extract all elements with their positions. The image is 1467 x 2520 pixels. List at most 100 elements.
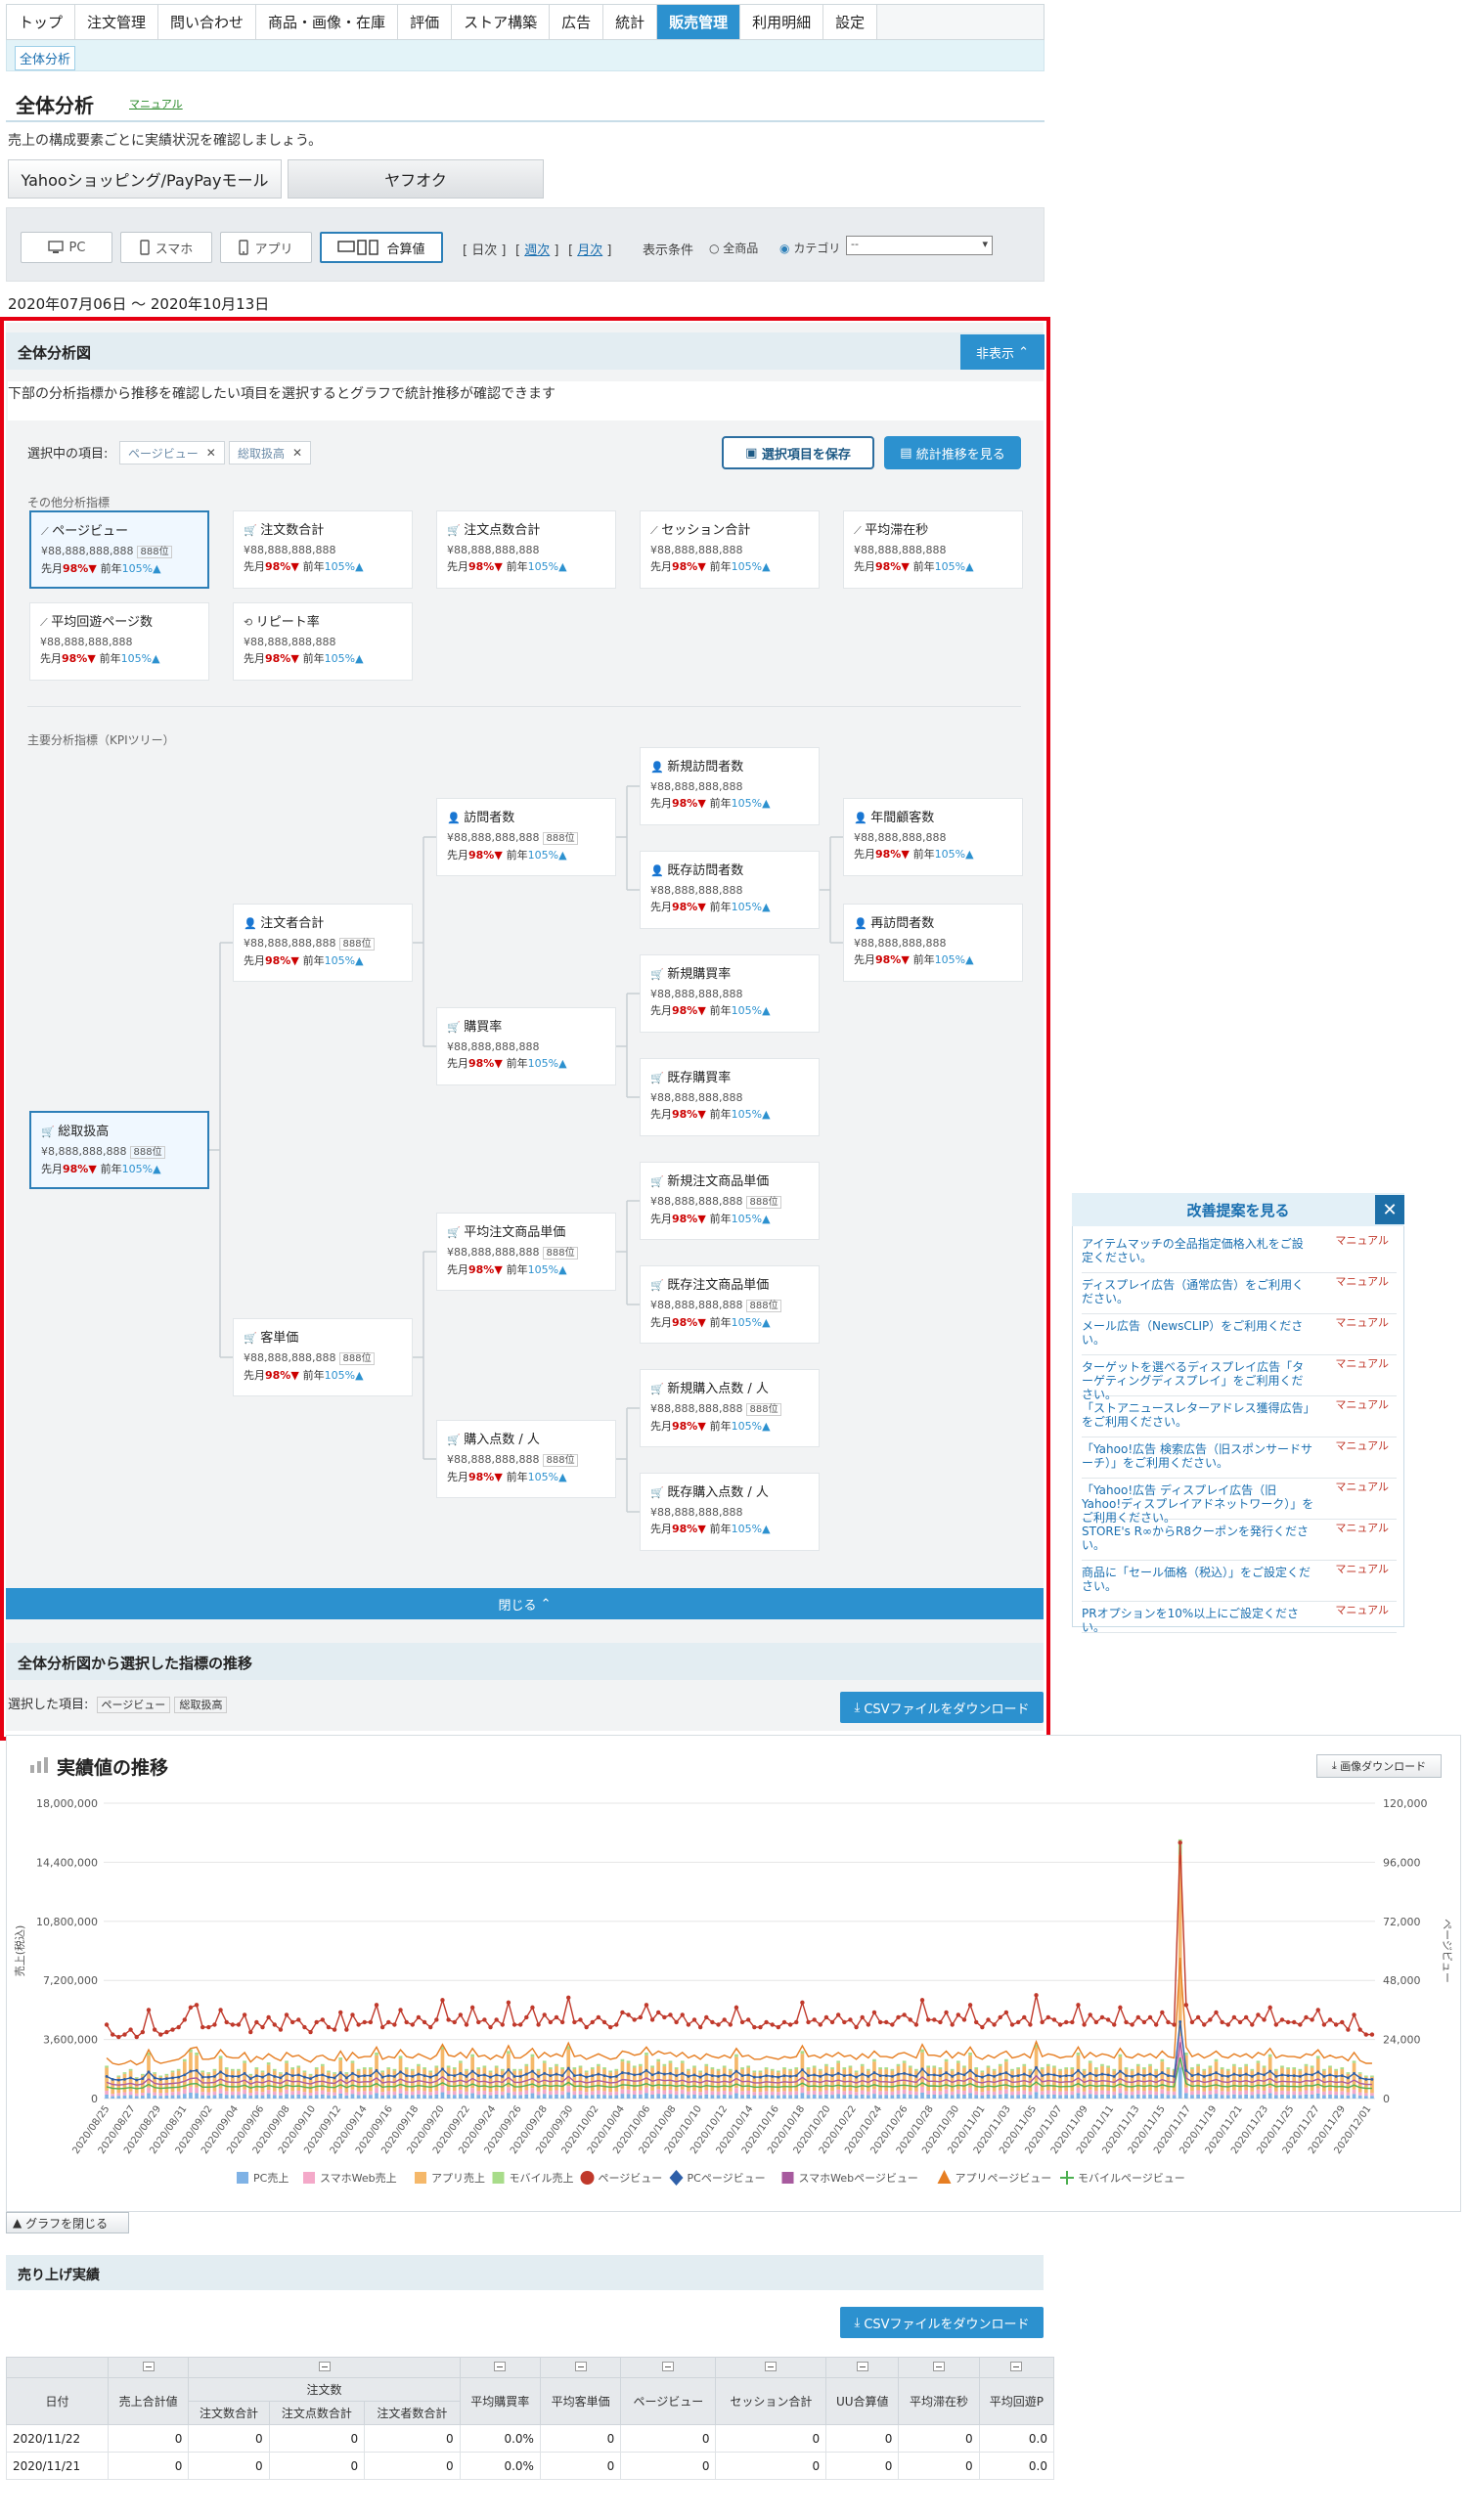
manual-link[interactable]: マニュアル [129,98,183,111]
legend-label[interactable]: スマホWebページビュー [799,2172,918,2185]
close-panel-button[interactable]: 閉じる ⌃ [6,1588,1044,1619]
legend-label[interactable]: アプリ売上 [431,2172,485,2185]
metric-card[interactable]: 👤 新規訪問者数 ¥88,888,888,888 先月98%▼ 前年105%▲ [640,747,820,825]
metric-card[interactable]: ⟲ リピート率 ¥88,888,888,888 先月98%▼ 前年105%▲ [233,602,413,681]
legend-label[interactable]: モバイルページビュー [1078,2172,1185,2185]
device-smartphone-button[interactable]: スマホ [120,232,212,263]
metric-card[interactable]: 🛒 新規購買率 ¥88,888,888,888 先月98%▼ 前年105%▲ [640,954,820,1033]
device-pc-button[interactable]: PC [21,232,112,263]
condition-category-radio[interactable]: ◉ カテゴリ [779,242,841,255]
collapse-toggle-icon[interactable] [318,2362,331,2371]
period-daily[interactable]: [ 日次 ] [463,243,507,258]
suggestion-text[interactable]: アイテムマッチの全品指定価格入札をご設定ください。 [1082,1237,1304,1264]
metric-card[interactable]: 🛒 注文点数合計 ¥88,888,888,888 先月98%▼ 前年105%▲ [436,510,616,589]
metric-card[interactable]: ⟋ ページビュー ¥88,888,888,888 888位 先月98%▼ 前年105%… [29,510,209,589]
suggestion-text[interactable]: 「Yahoo!広告 検索広告（旧スポンサードサーチ）」をご利用ください。 [1082,1442,1312,1470]
suggestion-text[interactable]: 「ストアニュースレターアドレス獲得広告」をご利用ください。 [1082,1401,1310,1429]
collapse-toggle-icon[interactable] [494,2362,507,2371]
nav-tab-4[interactable]: 評価 [398,5,453,39]
nav-tab-3[interactable]: 商品・画像・在庫 [256,5,399,39]
mall-tab-yahoo[interactable]: Yahooショッピング/PayPayモール [8,159,282,199]
legend-label[interactable]: PCページビュー [688,2172,766,2185]
legend-label[interactable]: PC売上 [253,2172,289,2185]
legend-label[interactable]: アプリページビュー [956,2172,1052,2185]
suggestion-manual-link[interactable]: マニュアル [1335,1563,1389,1575]
suggestion-manual-link[interactable]: マニュアル [1335,1357,1389,1370]
metric-card[interactable]: ⟋ 平均回遊ページ数 ¥88,888,888,888 先月98%▼ 前年105%▲ [29,602,209,681]
nav-tab-7[interactable]: 統計 [603,5,658,39]
close-icon[interactable]: ✕ [292,446,303,460]
sales-csv-download-button[interactable]: ⤓ CSVファイルをダウンロード [840,2307,1044,2338]
suggestion-item[interactable]: PRオプションを10%以上にご設定ください。 マニュアル [1082,1604,1397,1634]
suggestion-text[interactable]: STORE's R∞からR8クーポンを発行ください。 [1082,1525,1309,1552]
period-weekly[interactable]: [ 週次 ] [515,243,559,258]
suggestion-item[interactable]: 商品に「セール価格（税込）」をご設定ください。 マニュアル [1082,1563,1397,1602]
collapse-toggle-icon[interactable] [142,2362,155,2371]
metric-card[interactable]: 🛒 注文数合計 ¥88,888,888,888 先月98%▼ 前年105%▲ [233,510,413,589]
suggestion-manual-link[interactable]: マニュアル [1335,1481,1389,1493]
metric-card[interactable]: 🛒 新規注文商品単価 ¥88,888,888,888 888位 先月98%▼ 前年10… [640,1162,820,1240]
suggestion-item[interactable]: 「Yahoo!広告 ディスプレイ広告（旧Yahoo!ディスプレイアドネットワーク… [1082,1481,1397,1525]
collapse-toggle-icon[interactable] [1010,2362,1023,2371]
suggestion-manual-link[interactable]: マニュアル [1335,1604,1389,1616]
metric-card[interactable]: 👤 既存訪問者数 ¥88,888,888,888 先月98%▼ 前年105%▲ [640,851,820,929]
suggestion-item[interactable]: STORE's R∞からR8クーポンを発行ください。 マニュアル [1082,1522,1397,1561]
metric-card[interactable]: 👤 年間顧客数 ¥88,888,888,888 先月98%▼ 前年105%▲ [843,798,1023,876]
close-icon[interactable]: ✕ [1375,1195,1404,1224]
legend-label[interactable]: モバイル売上 [510,2172,574,2185]
metric-card[interactable]: 🛒 客単価 ¥88,888,888,888 888位 先月98%▼ 前年105%▲ [233,1318,413,1396]
device-app-button[interactable]: アプリ [220,232,312,263]
collapse-toggle-icon[interactable] [856,2362,868,2371]
metric-card[interactable]: 🛒 既存注文商品単価 ¥88,888,888,888 888位 先月98%▼ 前年10… [640,1265,820,1344]
metric-card[interactable]: 🛒 購買率 ¥88,888,888,888 先月98%▼ 前年105%▲ [436,1007,616,1085]
view-trend-button[interactable]: ▤ 統計推移を見る [884,436,1021,469]
suggestion-item[interactable]: 「Yahoo!広告 検索広告（旧スポンサードサーチ）」をご利用ください。 マニュア… [1082,1439,1397,1479]
collapse-toggle-icon[interactable] [662,2362,675,2371]
suggestion-item[interactable]: アイテムマッチの全品指定価格入札をご設定ください。 マニュアル [1082,1234,1397,1273]
suggestion-item[interactable]: ターゲットを選べるディスプレイ広告「ターゲティングディスプレイ」をご利用ください… [1082,1357,1397,1401]
save-selection-button[interactable]: ▣ 選択項目を保存 [722,436,874,469]
mall-tab-yafuoku[interactable]: ヤフオク [288,159,544,199]
suggestion-manual-link[interactable]: マニュアル [1335,1439,1389,1452]
metric-card[interactable]: 🛒 総取扱高 ¥8,888,888,888 888位 先月98%▼ 前年105%▲ [29,1111,209,1189]
collapse-toggle-icon[interactable] [932,2362,945,2371]
metric-card[interactable]: ⟋ セッション合計 ¥88,888,888,888 先月98%▼ 前年105%▲ [640,510,820,589]
collapse-toggle-icon[interactable] [574,2362,587,2371]
nav-tab-10[interactable]: 設定 [823,5,878,39]
suggestion-item[interactable]: 「ストアニュースレターアドレス獲得広告」をご利用ください。 マニュアル [1082,1398,1397,1437]
suggestion-manual-link[interactable]: マニュアル [1335,1398,1389,1411]
suggestion-manual-link[interactable]: マニュアル [1335,1275,1389,1288]
suggestion-item[interactable]: ディスプレイ広告（通常広告）をご利用ください。 マニュアル [1082,1275,1397,1314]
category-select[interactable]: -- ▾ [846,236,993,255]
nav-tab-9[interactable]: 利用明細 [740,5,824,39]
subtab-overall[interactable]: 全体分析 [15,46,76,70]
nav-tab-1[interactable]: 注文管理 [75,5,159,39]
suggestion-text[interactable]: ディスプレイ広告（通常広告）をご利用ください。 [1082,1278,1305,1305]
suggestion-text[interactable]: 「Yahoo!広告 ディスプレイ広告（旧Yahoo!ディスプレイアドネットワーク… [1082,1483,1314,1525]
csv-download-button[interactable]: ⤓ CSVファイルをダウンロード [840,1692,1044,1723]
nav-tab-6[interactable]: 広告 [550,5,604,39]
nav-tab-0[interactable]: トップ [7,5,76,39]
metric-card[interactable]: 🛒 平均注文商品単価 ¥88,888,888,888 888位 先月98%▼ 前年10… [436,1213,616,1291]
suggestion-text[interactable]: 商品に「セール価格（税込）」をご設定ください。 [1082,1566,1311,1593]
device-total-button[interactable]: 合算値 [320,232,443,263]
metric-card[interactable]: 🛒 購入点数 / 人 ¥88,888,888,888 888位 先月98%▼ 前年10… [436,1420,616,1498]
image-download-button[interactable]: ⤓ 画像ダウンロード [1316,1754,1442,1778]
legend-label[interactable]: ページビュー [599,2172,663,2185]
metric-card[interactable]: 🛒 新規購入点数 / 人 ¥88,888,888,888 888位 先月98%▼ 前年… [640,1369,820,1447]
metric-card[interactable]: ⟋ 平均滞在秒 ¥88,888,888,888 先月98%▼ 前年105%▲ [843,510,1023,589]
condition-all-radio[interactable]: ○ 全商品 [709,242,759,255]
metric-card[interactable]: 🛒 既存購入点数 / 人 ¥88,888,888,888 先月98%▼ 前年105%… [640,1473,820,1551]
nav-tab-2[interactable]: 問い合わせ [158,5,257,39]
toggle-chart-button[interactable]: ▲ グラフを閉じる [6,2212,129,2233]
metric-card[interactable]: 👤 注文者合計 ¥88,888,888,888 888位 先月98%▼ 前年105%▲ [233,904,413,982]
collapse-toggle-icon[interactable] [765,2362,778,2371]
metric-card[interactable]: 👤 再訪問者数 ¥88,888,888,888 先月98%▼ 前年105%▲ [843,904,1023,982]
chip-total-sales[interactable]: 総取扱高 ✕ [229,441,312,464]
suggestion-item[interactable]: メール広告（NewsCLIP）をご利用ください。 マニュアル [1082,1316,1397,1355]
nav-tab-5[interactable]: ストア構築 [452,5,551,39]
period-monthly[interactable]: [ 月次 ] [568,243,612,258]
suggestion-manual-link[interactable]: マニュアル [1335,1234,1389,1247]
suggestion-text[interactable]: メール広告（NewsCLIP）をご利用ください。 [1082,1319,1304,1347]
hide-button[interactable]: 非表示 ⌃ [960,334,1045,370]
